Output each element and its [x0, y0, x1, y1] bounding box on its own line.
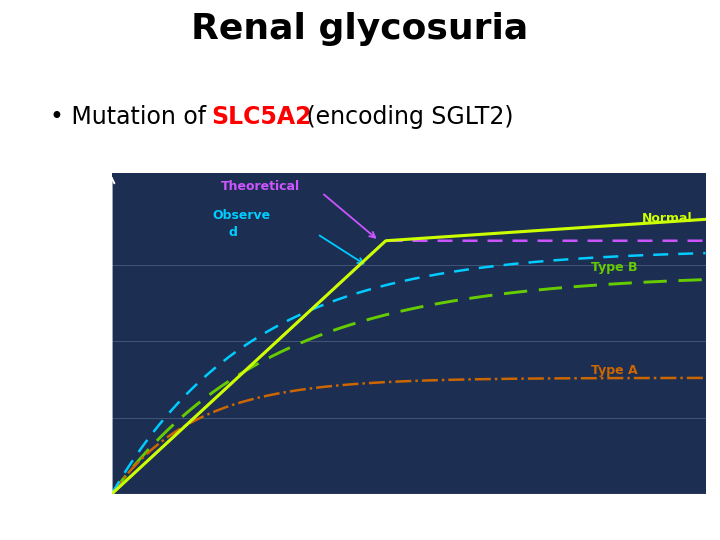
Text: Theoretical: Theoretical	[221, 180, 300, 193]
Text: Renal glycosuria: Renal glycosuria	[192, 12, 528, 46]
Text: (encoding SGLT2): (encoding SGLT2)	[299, 105, 513, 129]
Text: Normal: Normal	[642, 212, 692, 225]
X-axis label: Plasma Glucose Concentration (mmol/L): Plasma Glucose Concentration (mmol/L)	[252, 527, 565, 540]
Text: Type B: Type B	[591, 261, 638, 274]
Text: Observe: Observe	[212, 209, 270, 222]
Text: SLC5A2: SLC5A2	[211, 105, 312, 129]
Text: Glucose
Reabsorption: Glucose Reabsorption	[0, 322, 71, 353]
Text: • Mutation of: • Mutation of	[50, 105, 214, 129]
Text: Type A: Type A	[591, 363, 638, 377]
Text: d: d	[228, 226, 237, 239]
